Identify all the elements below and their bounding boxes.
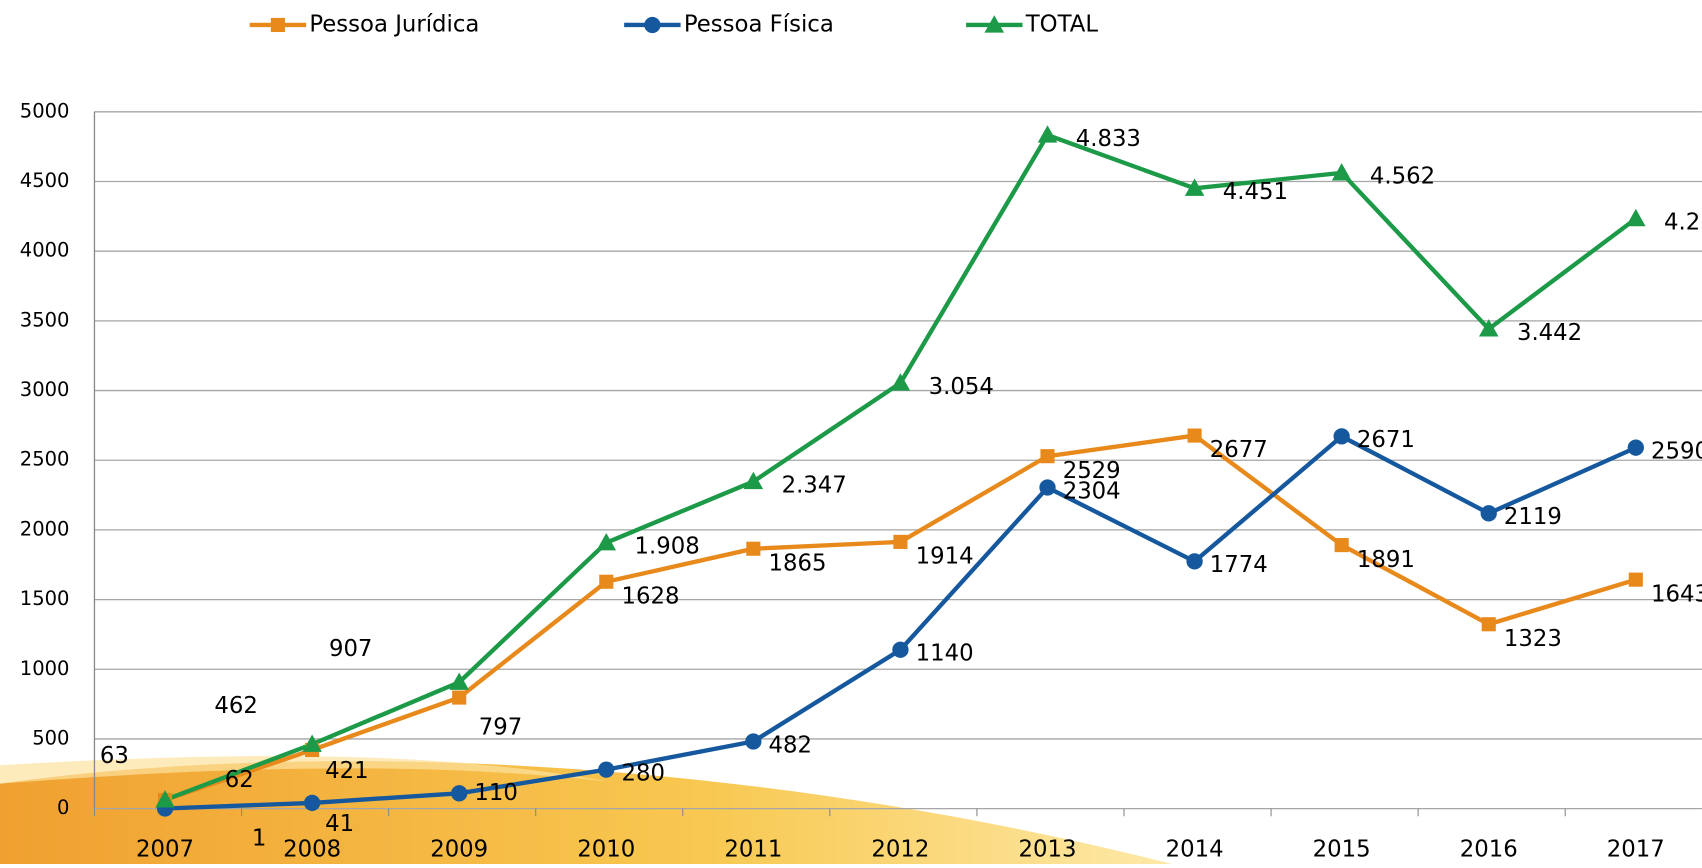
data-point bbox=[452, 690, 467, 705]
y-tick-label: 1000 bbox=[20, 657, 70, 680]
data-label: 3.442 bbox=[1517, 320, 1582, 346]
data-label: 421 bbox=[325, 758, 368, 784]
x-tick-label: 2014 bbox=[1166, 836, 1224, 862]
data-label: 2529 bbox=[1063, 458, 1121, 484]
data-point bbox=[1628, 572, 1643, 587]
y-tick-label: 4000 bbox=[20, 239, 70, 262]
x-tick-label: 2010 bbox=[577, 836, 635, 862]
data-point bbox=[1331, 163, 1352, 181]
data-point bbox=[745, 733, 762, 750]
data-point bbox=[451, 785, 468, 802]
legend-label: TOTAL bbox=[1025, 11, 1099, 37]
data-point bbox=[598, 761, 615, 778]
data-label: 280 bbox=[621, 760, 664, 786]
data-point bbox=[1478, 319, 1499, 337]
data-point bbox=[599, 574, 614, 589]
data-label: 4.451 bbox=[1223, 179, 1288, 205]
data-label: 2590 bbox=[1651, 439, 1702, 465]
x-tick-label: 2007 bbox=[136, 836, 194, 862]
data-point bbox=[596, 532, 617, 551]
data-label: 1643 bbox=[1651, 581, 1702, 607]
data-point bbox=[1186, 553, 1203, 570]
data-point bbox=[1037, 125, 1058, 143]
legend-marker bbox=[270, 17, 285, 33]
legend-label: Pessoa Física bbox=[684, 11, 834, 37]
data-label: 1628 bbox=[621, 583, 679, 609]
data-label: 797 bbox=[479, 714, 522, 740]
legend-marker bbox=[984, 15, 1005, 33]
data-label: 4.562 bbox=[1370, 164, 1435, 190]
data-point bbox=[1040, 449, 1055, 464]
series-line bbox=[164, 433, 1637, 811]
x-tick-label: 2013 bbox=[1019, 836, 1077, 862]
data-label: 1914 bbox=[916, 544, 974, 570]
x-tick-label: 2008 bbox=[283, 836, 341, 862]
data-point bbox=[1626, 208, 1646, 227]
x-tick-label: 2017 bbox=[1607, 836, 1665, 862]
data-label: 2304 bbox=[1063, 478, 1121, 504]
data-label: 3.054 bbox=[929, 374, 994, 400]
y-tick-label: 5000 bbox=[20, 99, 70, 122]
data-label: 2677 bbox=[1210, 437, 1268, 463]
data-label: 462 bbox=[214, 693, 257, 719]
data-point bbox=[1334, 538, 1349, 553]
data-point bbox=[1627, 439, 1644, 456]
data-label: 1323 bbox=[1504, 626, 1562, 652]
data-point bbox=[1333, 428, 1350, 445]
data-label: 41 bbox=[325, 811, 354, 837]
data-label: 1865 bbox=[769, 550, 827, 576]
data-point bbox=[449, 672, 469, 690]
x-tick-label: 2015 bbox=[1313, 836, 1371, 862]
data-label: 1774 bbox=[1210, 552, 1268, 578]
x-tick-label: 2016 bbox=[1460, 836, 1518, 862]
data-point bbox=[892, 641, 909, 658]
background-wave-highlight bbox=[0, 756, 608, 784]
y-tick-label: 2500 bbox=[20, 448, 70, 471]
data-point bbox=[302, 734, 322, 752]
y-tick-label: 2000 bbox=[20, 517, 70, 540]
data-point bbox=[1480, 505, 1497, 522]
data-label: 62 bbox=[225, 767, 254, 793]
data-point bbox=[303, 794, 321, 812]
data-label: 907 bbox=[329, 636, 372, 662]
data-label: 1.908 bbox=[635, 534, 700, 560]
y-tick-label: 3000 bbox=[20, 378, 70, 401]
y-tick-label: 500 bbox=[32, 726, 69, 749]
data-point bbox=[1187, 428, 1202, 443]
data-point bbox=[746, 541, 761, 556]
data-label: 1140 bbox=[916, 641, 974, 667]
x-tick-label: 2012 bbox=[871, 836, 929, 862]
data-point bbox=[1184, 178, 1205, 196]
legend-marker bbox=[644, 16, 661, 34]
legend-label: Pessoa Jurídica bbox=[309, 11, 479, 37]
background-wave bbox=[0, 761, 1173, 864]
y-tick-label: 4500 bbox=[20, 169, 70, 192]
data-point bbox=[1039, 479, 1056, 496]
data-label: 63 bbox=[100, 743, 129, 769]
data-label: 1891 bbox=[1357, 547, 1415, 573]
data-label: 482 bbox=[769, 732, 812, 758]
data-point bbox=[893, 534, 908, 549]
data-point bbox=[155, 790, 175, 808]
data-label: 110 bbox=[474, 780, 517, 806]
data-label: 1 bbox=[252, 825, 266, 851]
series-line bbox=[164, 433, 1637, 803]
data-point bbox=[1481, 617, 1496, 632]
x-tick-label: 2009 bbox=[430, 836, 488, 862]
y-tick-label: 3500 bbox=[20, 308, 70, 331]
data-label: 4.233 bbox=[1664, 210, 1702, 236]
data-point bbox=[890, 373, 911, 391]
data-label: 2119 bbox=[1504, 504, 1562, 530]
series-line bbox=[164, 132, 1638, 802]
data-label: 4.833 bbox=[1076, 126, 1141, 152]
data-label: 2671 bbox=[1357, 427, 1415, 453]
data-point bbox=[743, 471, 764, 490]
y-tick-label: 0 bbox=[57, 796, 69, 819]
y-tick-label: 1500 bbox=[20, 587, 70, 610]
data-label: 2.347 bbox=[782, 472, 847, 498]
x-tick-label: 2011 bbox=[724, 836, 782, 862]
